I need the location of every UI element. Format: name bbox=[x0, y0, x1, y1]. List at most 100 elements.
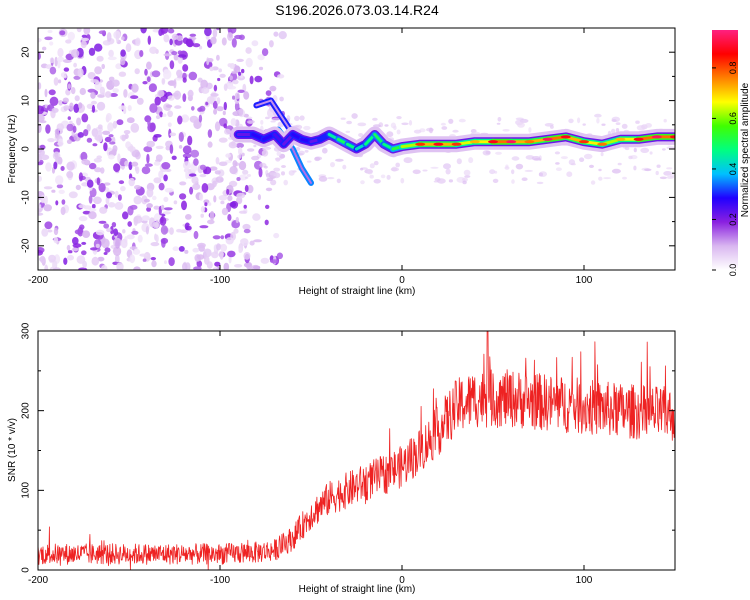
spectrogram-noise-blob bbox=[160, 237, 169, 244]
spectrogram-noise-blob bbox=[185, 169, 189, 180]
spectrogram-noise-blob bbox=[216, 97, 221, 105]
spectrogram-noise-blob bbox=[218, 161, 228, 167]
spectrogram-noise-blob bbox=[44, 195, 48, 205]
spectrogram-noise-blob bbox=[233, 228, 239, 234]
spectrogram-noise-blob bbox=[47, 138, 55, 143]
spectrogram-noise-blob bbox=[201, 183, 209, 193]
spectrogram-haze-blob bbox=[369, 163, 375, 169]
spectrogram-noise-blob bbox=[207, 129, 213, 138]
spectrogram-haze-blob bbox=[636, 125, 646, 131]
spectrogram-haze-blob bbox=[422, 169, 428, 172]
spectrogram-noise-blob bbox=[129, 254, 136, 264]
spectrogram-noise-blob bbox=[108, 134, 114, 138]
spectrogram-noise-blob bbox=[243, 91, 250, 100]
spectrogram-noise-blob bbox=[133, 195, 142, 205]
spectrogram-noise-blob bbox=[227, 214, 232, 221]
spectrogram-haze-blob bbox=[615, 122, 621, 125]
spectrogram-noise-blob bbox=[53, 77, 59, 86]
spectrogram-noise-blob bbox=[78, 267, 88, 270]
spectrogram-haze-blob bbox=[276, 151, 282, 156]
spectrogram-haze-blob bbox=[294, 115, 300, 122]
spectrogram-noise-blob bbox=[123, 89, 128, 98]
spectrogram-noise-blob bbox=[201, 87, 210, 94]
spectrogram-noise-blob bbox=[66, 171, 74, 179]
spectrogram-noise-blob bbox=[229, 166, 238, 175]
spectrogram-noise-blob bbox=[163, 69, 172, 80]
spectrogram-noise-blob bbox=[204, 256, 210, 265]
spectrogram-haze-blob bbox=[393, 125, 397, 130]
spectrogram-image bbox=[38, 28, 675, 270]
spectrogram-noise-blob bbox=[39, 159, 44, 165]
snr-y-tick-label: 300 bbox=[21, 322, 32, 339]
spectrogram-noise-blob bbox=[193, 230, 199, 240]
spectrogram-y-tick-label: -10 bbox=[21, 190, 32, 205]
spectrogram-noise-blob bbox=[87, 88, 97, 93]
spectrogram-noise-blob bbox=[38, 175, 42, 182]
spectrogram-noise-blob bbox=[100, 167, 105, 174]
spectrogram-noise-blob bbox=[67, 31, 76, 41]
spectrogram-noise-blob bbox=[133, 266, 141, 270]
spectrogram-noise-blob bbox=[81, 250, 87, 256]
spectrogram-haze-blob bbox=[327, 177, 335, 180]
spectrogram-noise-blob bbox=[66, 123, 74, 132]
spectrogram-noise-blob bbox=[125, 43, 132, 53]
spectrogram-noise-blob bbox=[121, 134, 126, 142]
spectrogram-noise-blob bbox=[218, 68, 222, 73]
spectrogram-haze-blob bbox=[531, 156, 541, 161]
spectrogram-noise-blob bbox=[182, 161, 191, 170]
spectrogram-noise-blob bbox=[74, 229, 84, 235]
spectrogram-noise-blob bbox=[75, 184, 81, 191]
spectrogram-haze-blob bbox=[511, 156, 520, 161]
spectrogram-haze-blob bbox=[400, 177, 405, 184]
spectrogram-y-tick-label: 0 bbox=[21, 146, 32, 152]
snr-plot-area bbox=[38, 331, 675, 570]
spectrogram-noise-blob bbox=[153, 205, 160, 210]
spectrogram-noise-blob bbox=[38, 38, 42, 43]
spectrogram-noise-blob bbox=[187, 135, 193, 146]
spectrogram-noise-blob bbox=[76, 117, 82, 126]
spectrogram-haze-blob bbox=[304, 149, 309, 153]
spectrogram-haze-blob bbox=[390, 167, 400, 172]
spectrogram-haze-blob bbox=[412, 169, 421, 175]
spectrogram-noise-blob bbox=[104, 91, 112, 98]
spectrogram-noise-blob bbox=[163, 53, 172, 57]
spectrogram-haze-blob bbox=[645, 123, 652, 128]
spectrogram-noise-blob bbox=[216, 243, 221, 251]
spectrogram-haze-blob bbox=[330, 162, 335, 168]
spectrogram-noise-blob bbox=[142, 258, 147, 262]
spectrogram-ridge-peak bbox=[542, 137, 553, 141]
spectrogram-noise-blob bbox=[131, 161, 139, 167]
spectrogram-noise-blob bbox=[188, 71, 198, 81]
spectrogram-noise-blob bbox=[221, 37, 227, 46]
spectrogram-noise-blob bbox=[58, 189, 65, 194]
snr-y-tick-label: 200 bbox=[21, 402, 32, 419]
spectrogram-haze-blob bbox=[659, 176, 668, 180]
spectrogram-noise-blob bbox=[220, 200, 225, 205]
spectrogram-haze-blob bbox=[603, 177, 612, 180]
spectrogram-noise-blob bbox=[191, 106, 195, 111]
spectrogram-noise-blob bbox=[122, 211, 129, 220]
spectrogram-haze-blob bbox=[340, 117, 346, 120]
spectrogram-noise-blob bbox=[42, 46, 47, 51]
spectrogram-noise-blob bbox=[207, 219, 215, 225]
spectrogram-haze-blob bbox=[437, 178, 446, 184]
colorbar-tick-label: 0.2 bbox=[728, 213, 738, 226]
spectrogram-noise-blob bbox=[193, 266, 202, 270]
spectrogram-noise-blob bbox=[149, 103, 158, 113]
spectrogram-noise-blob bbox=[57, 141, 64, 146]
spectrogram-noise-blob bbox=[176, 35, 184, 41]
spectrogram-noise-blob bbox=[112, 88, 119, 93]
spectrogram-noise-blob bbox=[129, 204, 138, 210]
spectrogram-noise-blob bbox=[96, 55, 104, 62]
spectrogram-noise-blob bbox=[238, 160, 247, 171]
spectrogram-noise-blob bbox=[245, 47, 252, 54]
spectrogram-noise-blob bbox=[261, 149, 269, 157]
spectrogram-noise-blob bbox=[135, 37, 141, 47]
spectrogram-noise-blob bbox=[238, 147, 243, 156]
spectrogram-noise-blob bbox=[223, 101, 227, 111]
spectrogram-noise-blob bbox=[227, 250, 236, 258]
spectrogram-haze-blob bbox=[299, 115, 305, 121]
spectrogram-noise-blob bbox=[160, 204, 165, 211]
spectrogram-haze-blob bbox=[568, 118, 574, 124]
spectrogram-noise-blob bbox=[225, 237, 234, 245]
